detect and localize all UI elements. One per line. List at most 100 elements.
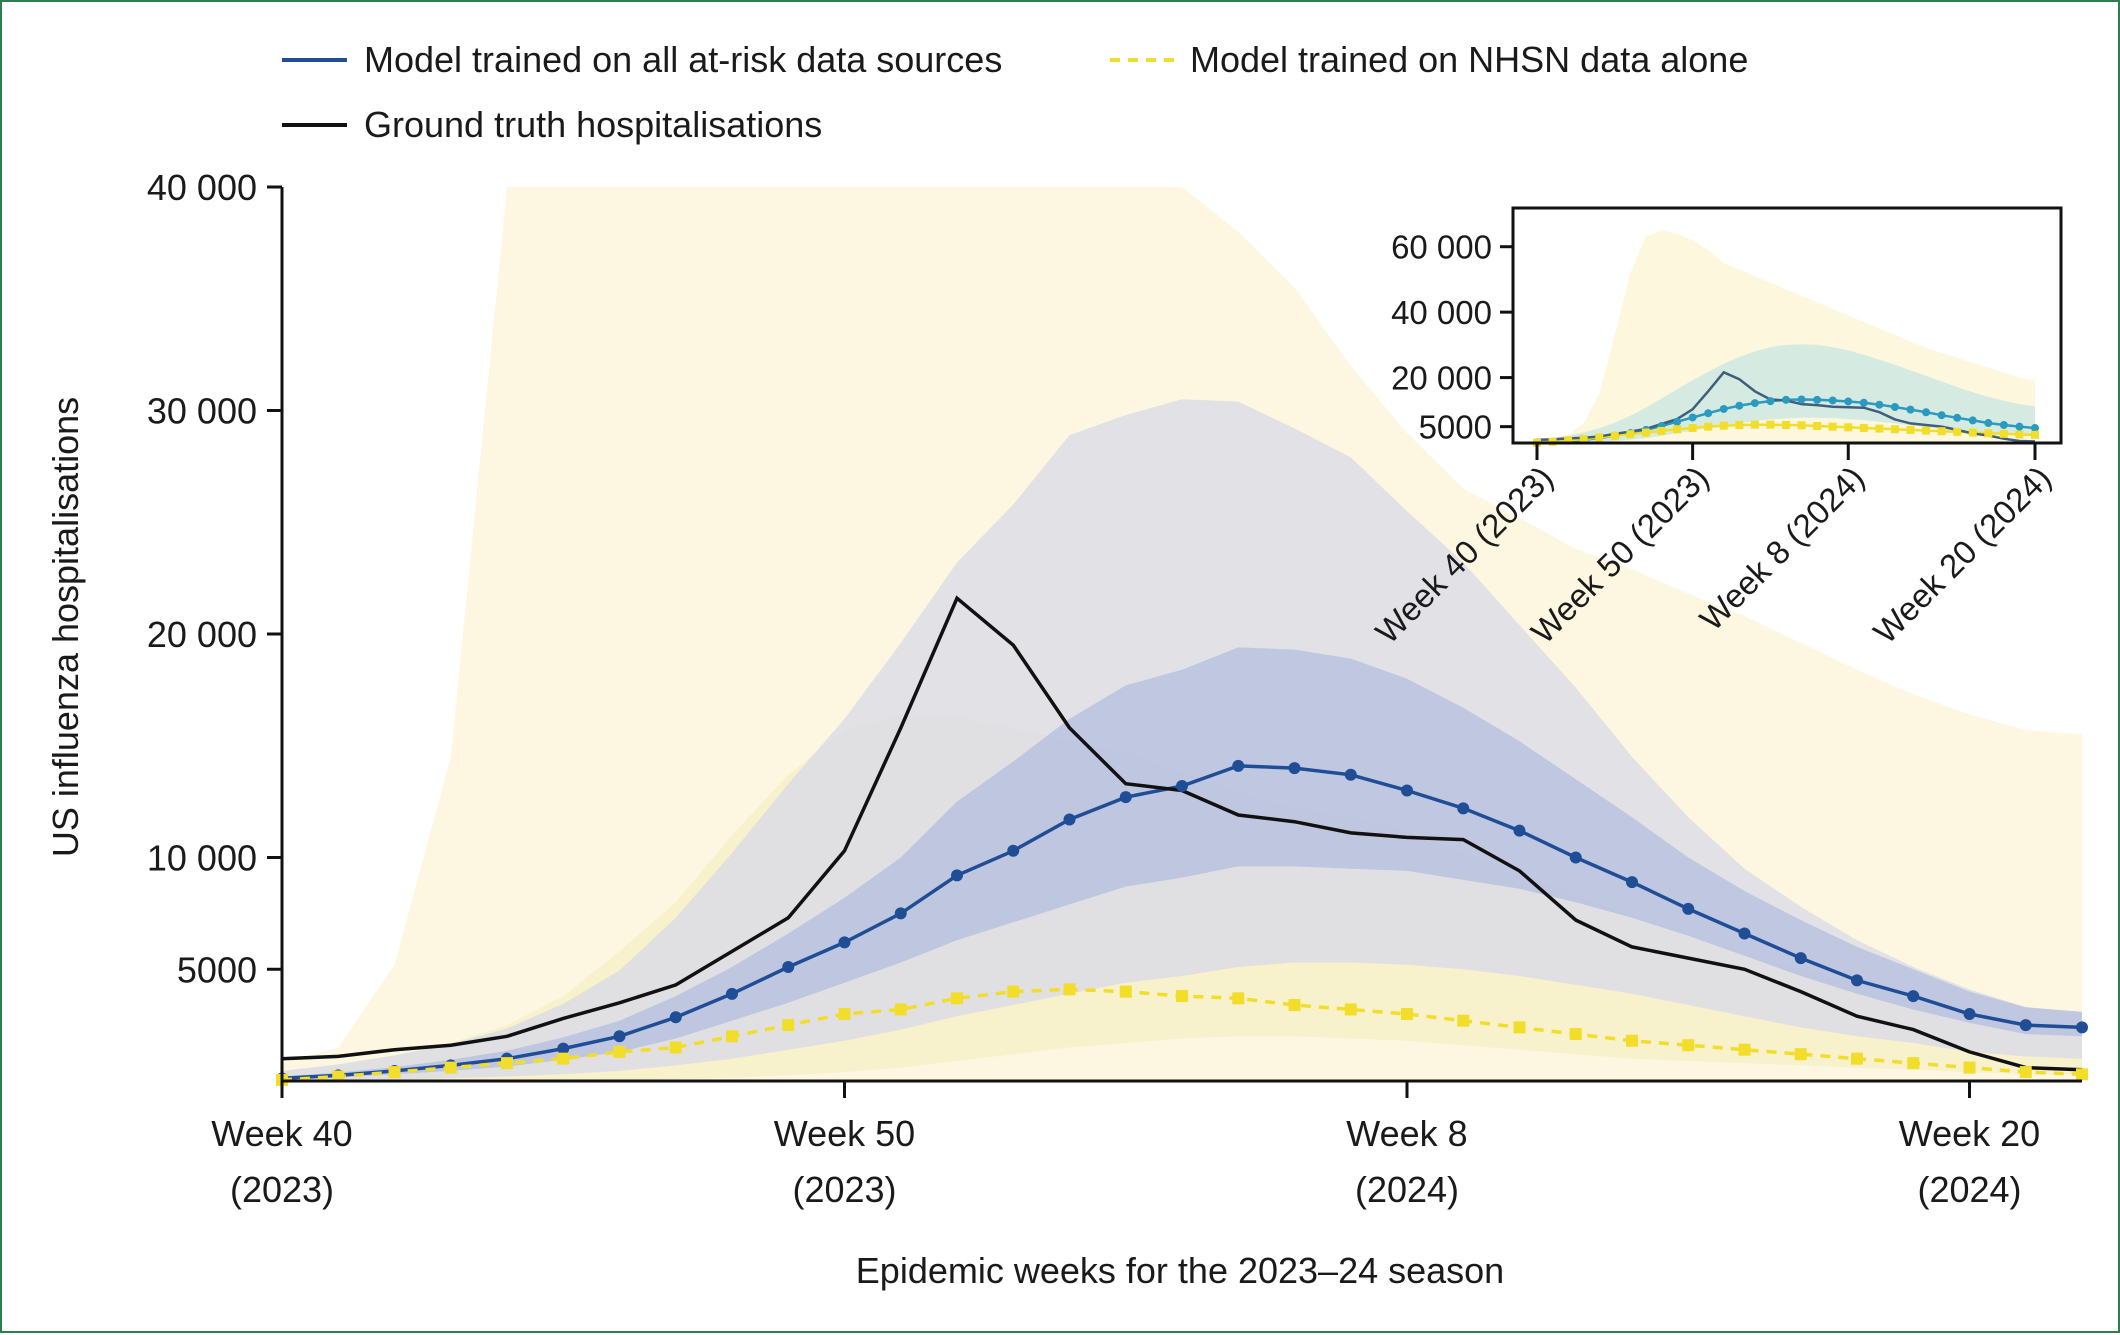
- model-trained-on-nhsn-data-alone-point: [1907, 1057, 1920, 1070]
- inset-uncertainty-bands: [1537, 230, 2035, 443]
- model-trained-on-nhsn-data-alone-point: [1794, 1048, 1807, 1061]
- model-trained-on-nhsn-data-alone-point: [782, 1019, 795, 1032]
- model-trained-on-nhsn-data-alone-point: [1875, 424, 1884, 433]
- model-trained-on-all-at-risk-data-sources-point: [1937, 411, 1946, 420]
- model-trained-on-all-at-risk-data-sources-point: [1890, 403, 1899, 412]
- model-trained-on-nhsn-data-alone-point: [1673, 425, 1682, 434]
- x-tick-label: Week 20: [1899, 1113, 2040, 1154]
- model-trained-on-nhsn-data-alone-point: [1738, 1043, 1751, 1056]
- model-trained-on-nhsn-data-alone-point: [1579, 435, 1588, 444]
- model-trained-on-nhsn-data-alone-point: [1963, 1061, 1976, 1074]
- model-trained-on-all-at-risk-data-sources-point: [1968, 416, 1977, 425]
- model-trained-on-all-at-risk-data-sources-point: [1688, 413, 1697, 422]
- model-trained-on-nhsn-data-alone-point: [613, 1045, 626, 1058]
- inset-y-tick-label: 20 000: [1391, 360, 1492, 397]
- model-trained-on-nhsn-data-alone-point: [1750, 420, 1759, 429]
- x-tick-label-year: (2023): [230, 1169, 334, 1210]
- model-trained-on-all-at-risk-data-sources-band: [1537, 344, 2035, 443]
- model-trained-on-all-at-risk-data-sources-point: [1999, 421, 2008, 430]
- model-trained-on-all-at-risk-data-sources-point: [1719, 404, 1728, 413]
- model-trained-on-nhsn-data-alone-point: [1288, 999, 1301, 1012]
- model-trained-on-all-at-risk-data-sources-point: [1232, 759, 1245, 772]
- model-trained-on-nhsn-data-alone-point: [1513, 1021, 1526, 1034]
- model-trained-on-nhsn-data-alone-point: [838, 1007, 851, 1020]
- inset-y-tick-label: 5000: [1419, 409, 1492, 446]
- model-trained-on-all-at-risk-data-sources-point: [1176, 779, 1188, 792]
- model-trained-on-nhsn-data-alone-point: [1569, 1028, 1582, 1041]
- model-trained-on-nhsn-data-alone-point: [388, 1066, 401, 1079]
- model-trained-on-nhsn-data-alone-point: [1641, 428, 1650, 437]
- inset-y-tick-label: 60 000: [1391, 229, 1492, 266]
- model-trained-on-nhsn-data-alone-point: [1232, 992, 1245, 1005]
- model-trained-on-all-at-risk-data-sources-point: [2031, 423, 2039, 432]
- inset-series-markers: [1533, 395, 2039, 447]
- model-trained-on-nhsn-data-alone-point: [1564, 436, 1573, 445]
- x-tick-label: Week 50: [774, 1113, 915, 1154]
- model-trained-on-all-at-risk-data-sources-point: [669, 1011, 682, 1024]
- model-trained-on-all-at-risk-data-sources-point: [2015, 422, 2024, 431]
- legend: Model trained on all at-risk data source…: [282, 39, 1748, 145]
- model-trained-on-nhsn-data-alone-point: [2019, 1066, 2032, 1079]
- model-trained-on-all-at-risk-data-sources-point: [2076, 1021, 2088, 1034]
- model-trained-on-all-at-risk-data-sources-point: [1851, 974, 1863, 987]
- model-trained-on-all-at-risk-data-sources-point: [1513, 824, 1526, 837]
- model-trained-on-nhsn-data-alone-point: [1735, 421, 1744, 430]
- model-trained-on-all-at-risk-data-sources-point: [1457, 802, 1470, 815]
- model-trained-on-nhsn-data-alone-point: [894, 1003, 907, 1016]
- model-trained-on-nhsn-data-alone-point: [1595, 433, 1604, 442]
- model-trained-on-nhsn-data-alone-point: [1968, 428, 1977, 437]
- inset-y-tick-label: 40 000: [1391, 294, 1492, 331]
- model-trained-on-nhsn-data-alone-point: [1766, 420, 1775, 429]
- model-trained-on-nhsn-data-alone-point: [501, 1057, 513, 1070]
- model-trained-on-nhsn-data-alone-point: [1844, 423, 1853, 432]
- legend-label-all-sources: Model trained on all at-risk data source…: [364, 39, 1002, 80]
- model-trained-on-nhsn-data-alone-point: [1906, 425, 1915, 434]
- model-trained-on-all-at-risk-data-sources-point: [1673, 417, 1682, 426]
- x-tick-label-year: (2023): [792, 1169, 896, 1210]
- model-trained-on-all-at-risk-data-sources-point: [1344, 768, 1357, 781]
- model-trained-on-all-at-risk-data-sources-point: [1813, 395, 1822, 404]
- model-trained-on-all-at-risk-data-sources-point: [1859, 398, 1868, 407]
- model-trained-on-all-at-risk-data-sources-point: [1704, 409, 1713, 418]
- model-trained-on-all-at-risk-data-sources-point: [1063, 813, 1076, 826]
- model-trained-on-all-at-risk-data-sources-point: [726, 987, 738, 1000]
- model-trained-on-all-at-risk-data-sources-point: [1906, 405, 1915, 414]
- model-trained-on-all-at-risk-data-sources-band-inner: [282, 647, 2082, 1080]
- model-trained-on-all-at-risk-data-sources-point: [1797, 395, 1806, 404]
- model-trained-on-all-at-risk-data-sources-point: [1750, 399, 1759, 408]
- model-trained-on-nhsn-data-alone-point: [1984, 429, 1993, 438]
- y-axis-title: US influenza hospitalisations: [45, 397, 86, 857]
- x-tick-label-year: (2024): [1917, 1169, 2021, 1210]
- model-trained-on-all-at-risk-data-sources-point: [2019, 1019, 2032, 1032]
- model-trained-on-nhsn-data-alone-point: [1610, 431, 1619, 440]
- model-trained-on-all-at-risk-data-sources-point: [1682, 902, 1695, 915]
- model-trained-on-nhsn-data-alone-point: [726, 1030, 738, 1043]
- model-trained-on-nhsn-data-alone-point: [1176, 990, 1188, 1003]
- model-trained-on-nhsn-data-alone-point: [1401, 1007, 1413, 1020]
- model-trained-on-nhsn-data-alone-point: [2031, 430, 2039, 439]
- model-trained-on-nhsn-data-alone-point: [1859, 423, 1868, 432]
- model-trained-on-all-at-risk-data-sources-point: [1626, 876, 1638, 889]
- model-trained-on-all-at-risk-data-sources-point: [1738, 927, 1751, 940]
- model-trained-on-all-at-risk-data-sources-point: [1844, 397, 1853, 406]
- model-trained-on-nhsn-data-alone-point: [1782, 421, 1790, 430]
- model-trained-on-nhsn-data-alone-point: [1344, 1003, 1357, 1016]
- model-trained-on-all-at-risk-data-sources-point: [1569, 851, 1582, 864]
- model-trained-on-nhsn-data-alone-point: [1626, 430, 1635, 439]
- model-trained-on-all-at-risk-data-sources-point: [1401, 784, 1413, 797]
- model-trained-on-all-at-risk-data-sources-point: [1963, 1007, 1976, 1020]
- model-trained-on-all-at-risk-data-sources-point: [1875, 400, 1884, 409]
- model-trained-on-all-at-risk-data-sources-point: [1735, 401, 1744, 410]
- y-tick-label: 40 000: [147, 167, 257, 208]
- model-trained-on-nhsn-data-alone-point: [1813, 421, 1822, 430]
- model-trained-on-nhsn-data-alone-point: [1657, 426, 1666, 435]
- inset-border: [1511, 206, 2063, 445]
- model-trained-on-nhsn-data-alone-point: [2076, 1068, 2088, 1081]
- x-tick-label-year: (2024): [1355, 1169, 1459, 1210]
- model-trained-on-all-at-risk-data-sources-point: [1782, 395, 1790, 404]
- model-trained-on-all-at-risk-data-sources-point: [1007, 844, 1020, 857]
- model-trained-on-all-at-risk-data-sources-point: [1794, 952, 1807, 965]
- model-trained-on-nhsn-data-alone-point: [1890, 425, 1899, 434]
